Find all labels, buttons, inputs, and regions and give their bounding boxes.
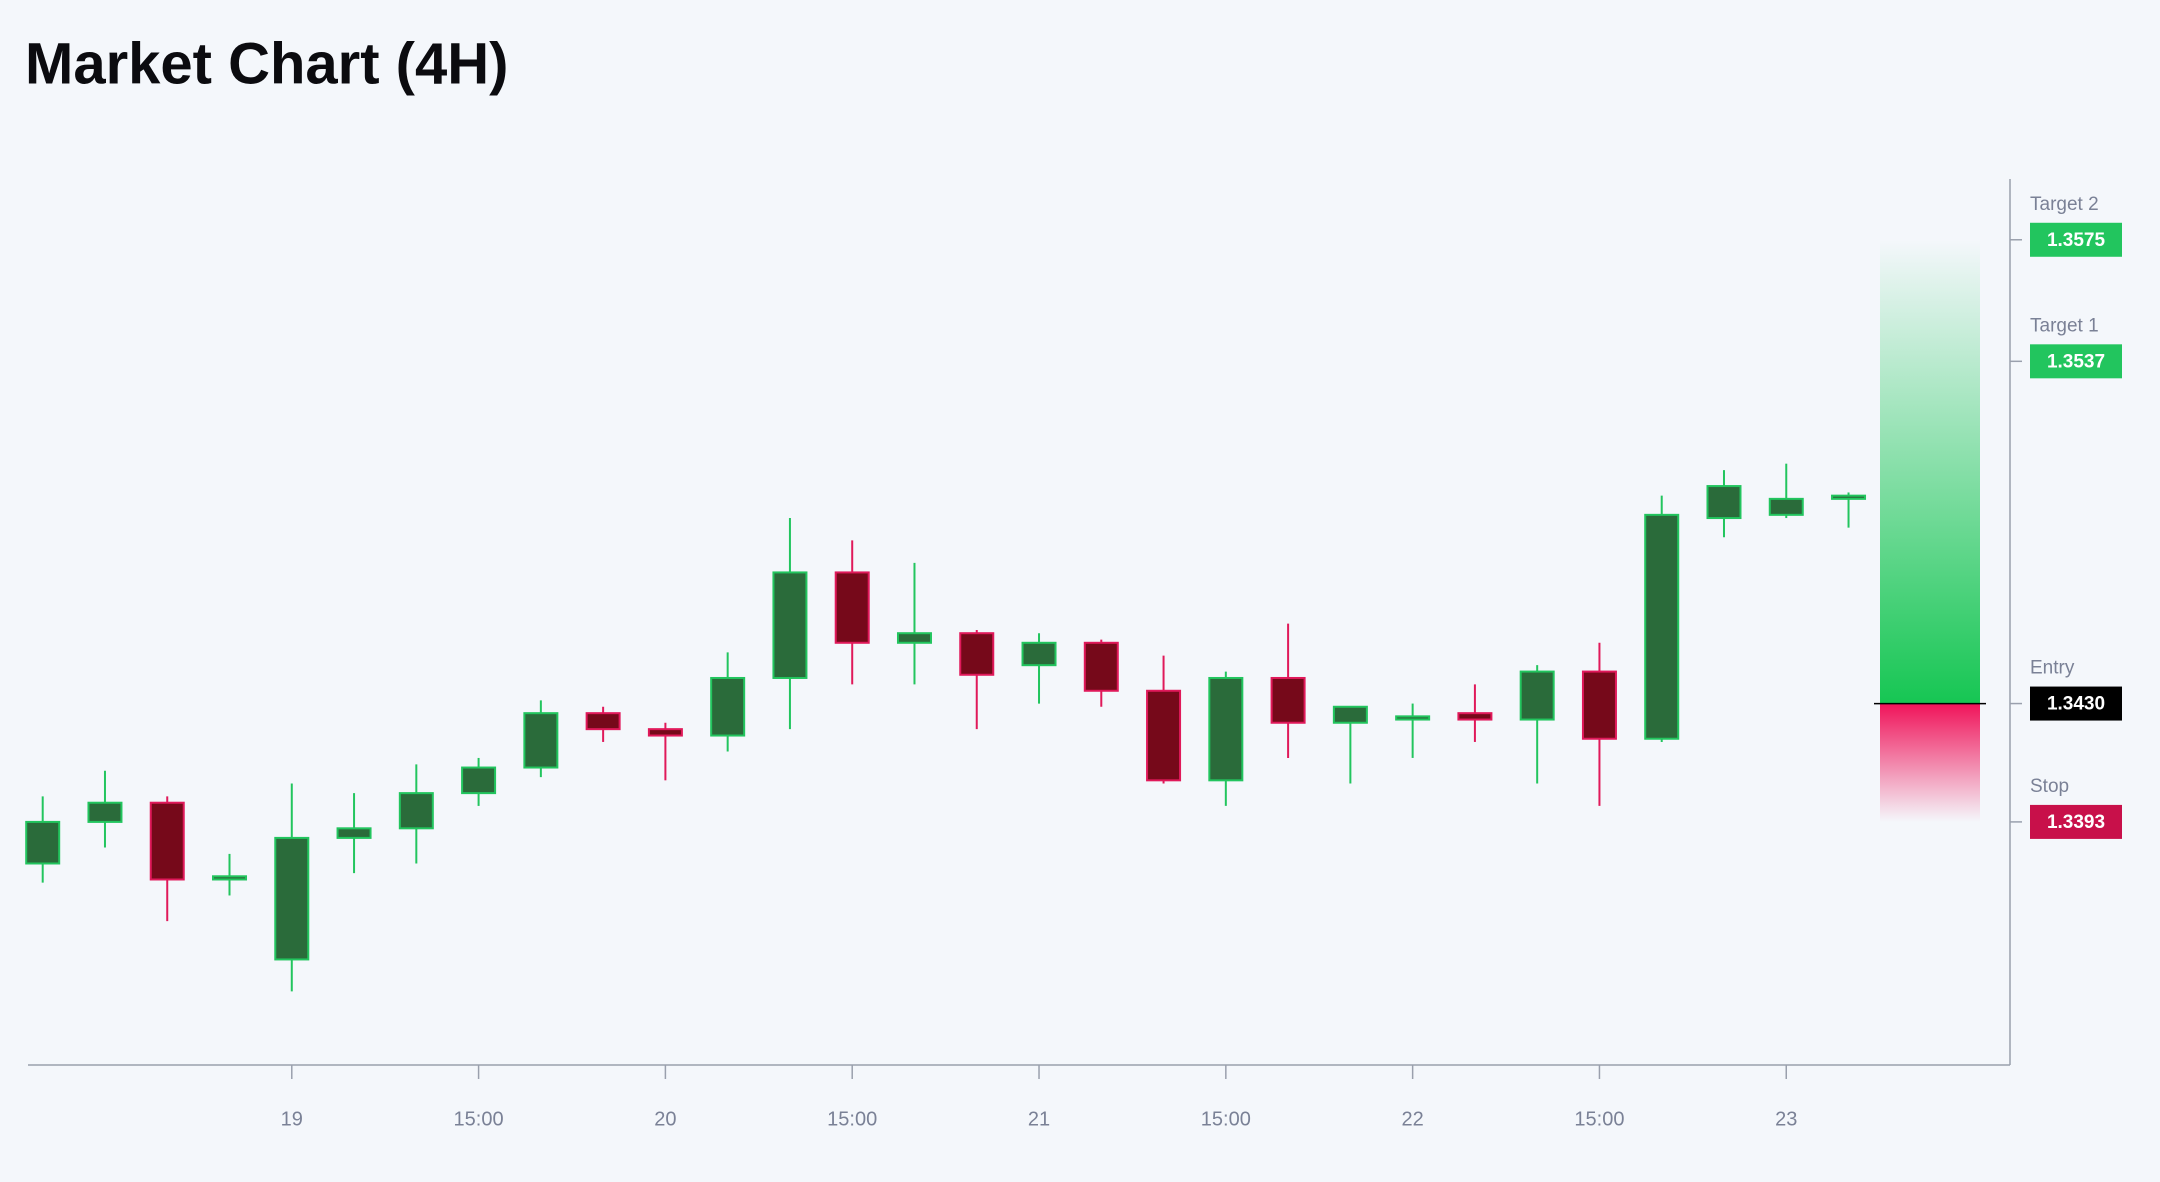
candle-body	[1706, 485, 1742, 520]
candle-body	[585, 712, 621, 731]
candle-body	[25, 820, 61, 865]
level-value: 1.3430	[2047, 694, 2105, 715]
candle-body	[1644, 513, 1680, 740]
level-value: 1.3537	[2047, 351, 2105, 372]
target-zone	[1880, 239, 1980, 704]
stop-zone	[1880, 703, 1980, 822]
candle-body	[1519, 670, 1555, 721]
candle-body	[1208, 676, 1244, 782]
candle-body	[1581, 670, 1617, 740]
candle-body	[1768, 497, 1804, 516]
candle-body	[1395, 715, 1431, 721]
candle-body	[212, 875, 248, 881]
candle-body	[1831, 494, 1867, 500]
level-value: 1.3575	[2047, 230, 2106, 251]
x-tick-label: 23	[1775, 1108, 1797, 1130]
candle-body	[772, 571, 808, 679]
x-tick-label: 15:00	[827, 1108, 877, 1130]
x-tick-label: 19	[281, 1108, 303, 1130]
candle-body	[1021, 641, 1057, 667]
candle-body	[461, 766, 497, 795]
x-tick-label: 20	[654, 1108, 676, 1130]
chart-title: Market Chart (4H)	[25, 31, 508, 96]
candle-body	[149, 801, 185, 881]
candle-body	[1146, 689, 1182, 782]
candle-body	[1332, 705, 1368, 724]
level-badge	[2030, 804, 2122, 839]
x-tick-label: 15:00	[1574, 1108, 1624, 1130]
level-value: 1.3393	[2047, 812, 2105, 833]
x-tick-label: 21	[1028, 1108, 1050, 1130]
x-tick-label: 22	[1402, 1108, 1424, 1130]
candle-body	[834, 571, 870, 644]
candle-body	[1270, 676, 1306, 724]
level-badge	[2030, 344, 2122, 379]
candle-body	[398, 792, 434, 830]
candle-body	[336, 827, 372, 839]
level-name: Entry	[2030, 658, 2075, 679]
candle-body	[647, 728, 683, 737]
level-name: Target 2	[2030, 194, 2099, 215]
candle-body	[274, 836, 310, 961]
x-tick-label: 15:00	[454, 1108, 504, 1130]
level-badge	[2030, 686, 2122, 721]
candle-body	[523, 712, 559, 769]
candle-body	[1457, 712, 1493, 721]
candle-body	[1083, 641, 1119, 692]
candle-body	[959, 632, 995, 676]
level-badge	[2030, 222, 2122, 257]
level-name: Target 1	[2030, 315, 2099, 336]
candle-body	[710, 676, 746, 737]
x-tick-label: 15:00	[1201, 1108, 1251, 1130]
candle-body	[87, 801, 123, 823]
level-name: Stop	[2030, 776, 2069, 797]
candle-body	[896, 632, 932, 644]
